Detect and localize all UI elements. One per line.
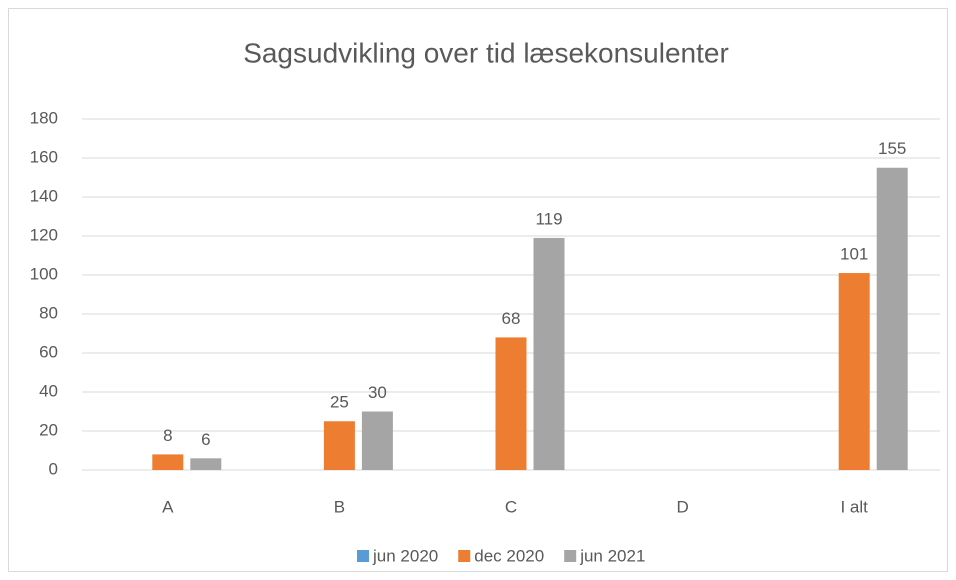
data-label: 6 xyxy=(201,430,210,449)
x-tick-label: I alt xyxy=(840,497,868,516)
legend-swatch xyxy=(357,550,369,562)
data-label: 68 xyxy=(502,309,521,328)
x-tick-label: C xyxy=(505,497,517,516)
data-label: 101 xyxy=(840,245,868,264)
bar xyxy=(876,167,908,470)
data-label: 155 xyxy=(878,139,906,158)
legend-label: jun 2020 xyxy=(372,546,438,565)
data-label: 30 xyxy=(368,383,387,402)
bar xyxy=(152,454,184,470)
y-tick-label: 60 xyxy=(39,342,58,361)
x-tick-label: A xyxy=(162,497,174,516)
legend-label: jun 2021 xyxy=(579,546,645,565)
y-tick-label: 0 xyxy=(49,459,58,478)
bar xyxy=(533,237,565,470)
data-label: 119 xyxy=(535,209,562,228)
legend-swatch xyxy=(564,550,577,562)
bar xyxy=(838,273,870,470)
y-tick-label: 40 xyxy=(39,381,58,400)
bar xyxy=(361,411,393,470)
y-tick-label: 20 xyxy=(39,420,58,439)
bar xyxy=(190,458,222,470)
y-tick-label: 120 xyxy=(30,225,58,244)
bar xyxy=(323,421,355,470)
legend-swatch xyxy=(458,550,471,562)
data-label: 25 xyxy=(330,393,349,412)
x-tick-label: B xyxy=(334,497,345,516)
y-tick-label: 160 xyxy=(30,147,58,166)
chart-title: Sagsudvikling over tid læsekonsulenter xyxy=(243,37,729,68)
legend-label: dec 2020 xyxy=(474,546,544,565)
chart-border xyxy=(8,8,948,572)
y-tick-label: 80 xyxy=(39,303,58,322)
y-tick-label: 180 xyxy=(30,108,58,127)
data-label: 8 xyxy=(163,426,172,445)
bar xyxy=(495,337,527,470)
x-tick-label: D xyxy=(676,497,688,516)
y-tick-label: 100 xyxy=(30,264,58,283)
y-tick-label: 140 xyxy=(30,186,58,205)
